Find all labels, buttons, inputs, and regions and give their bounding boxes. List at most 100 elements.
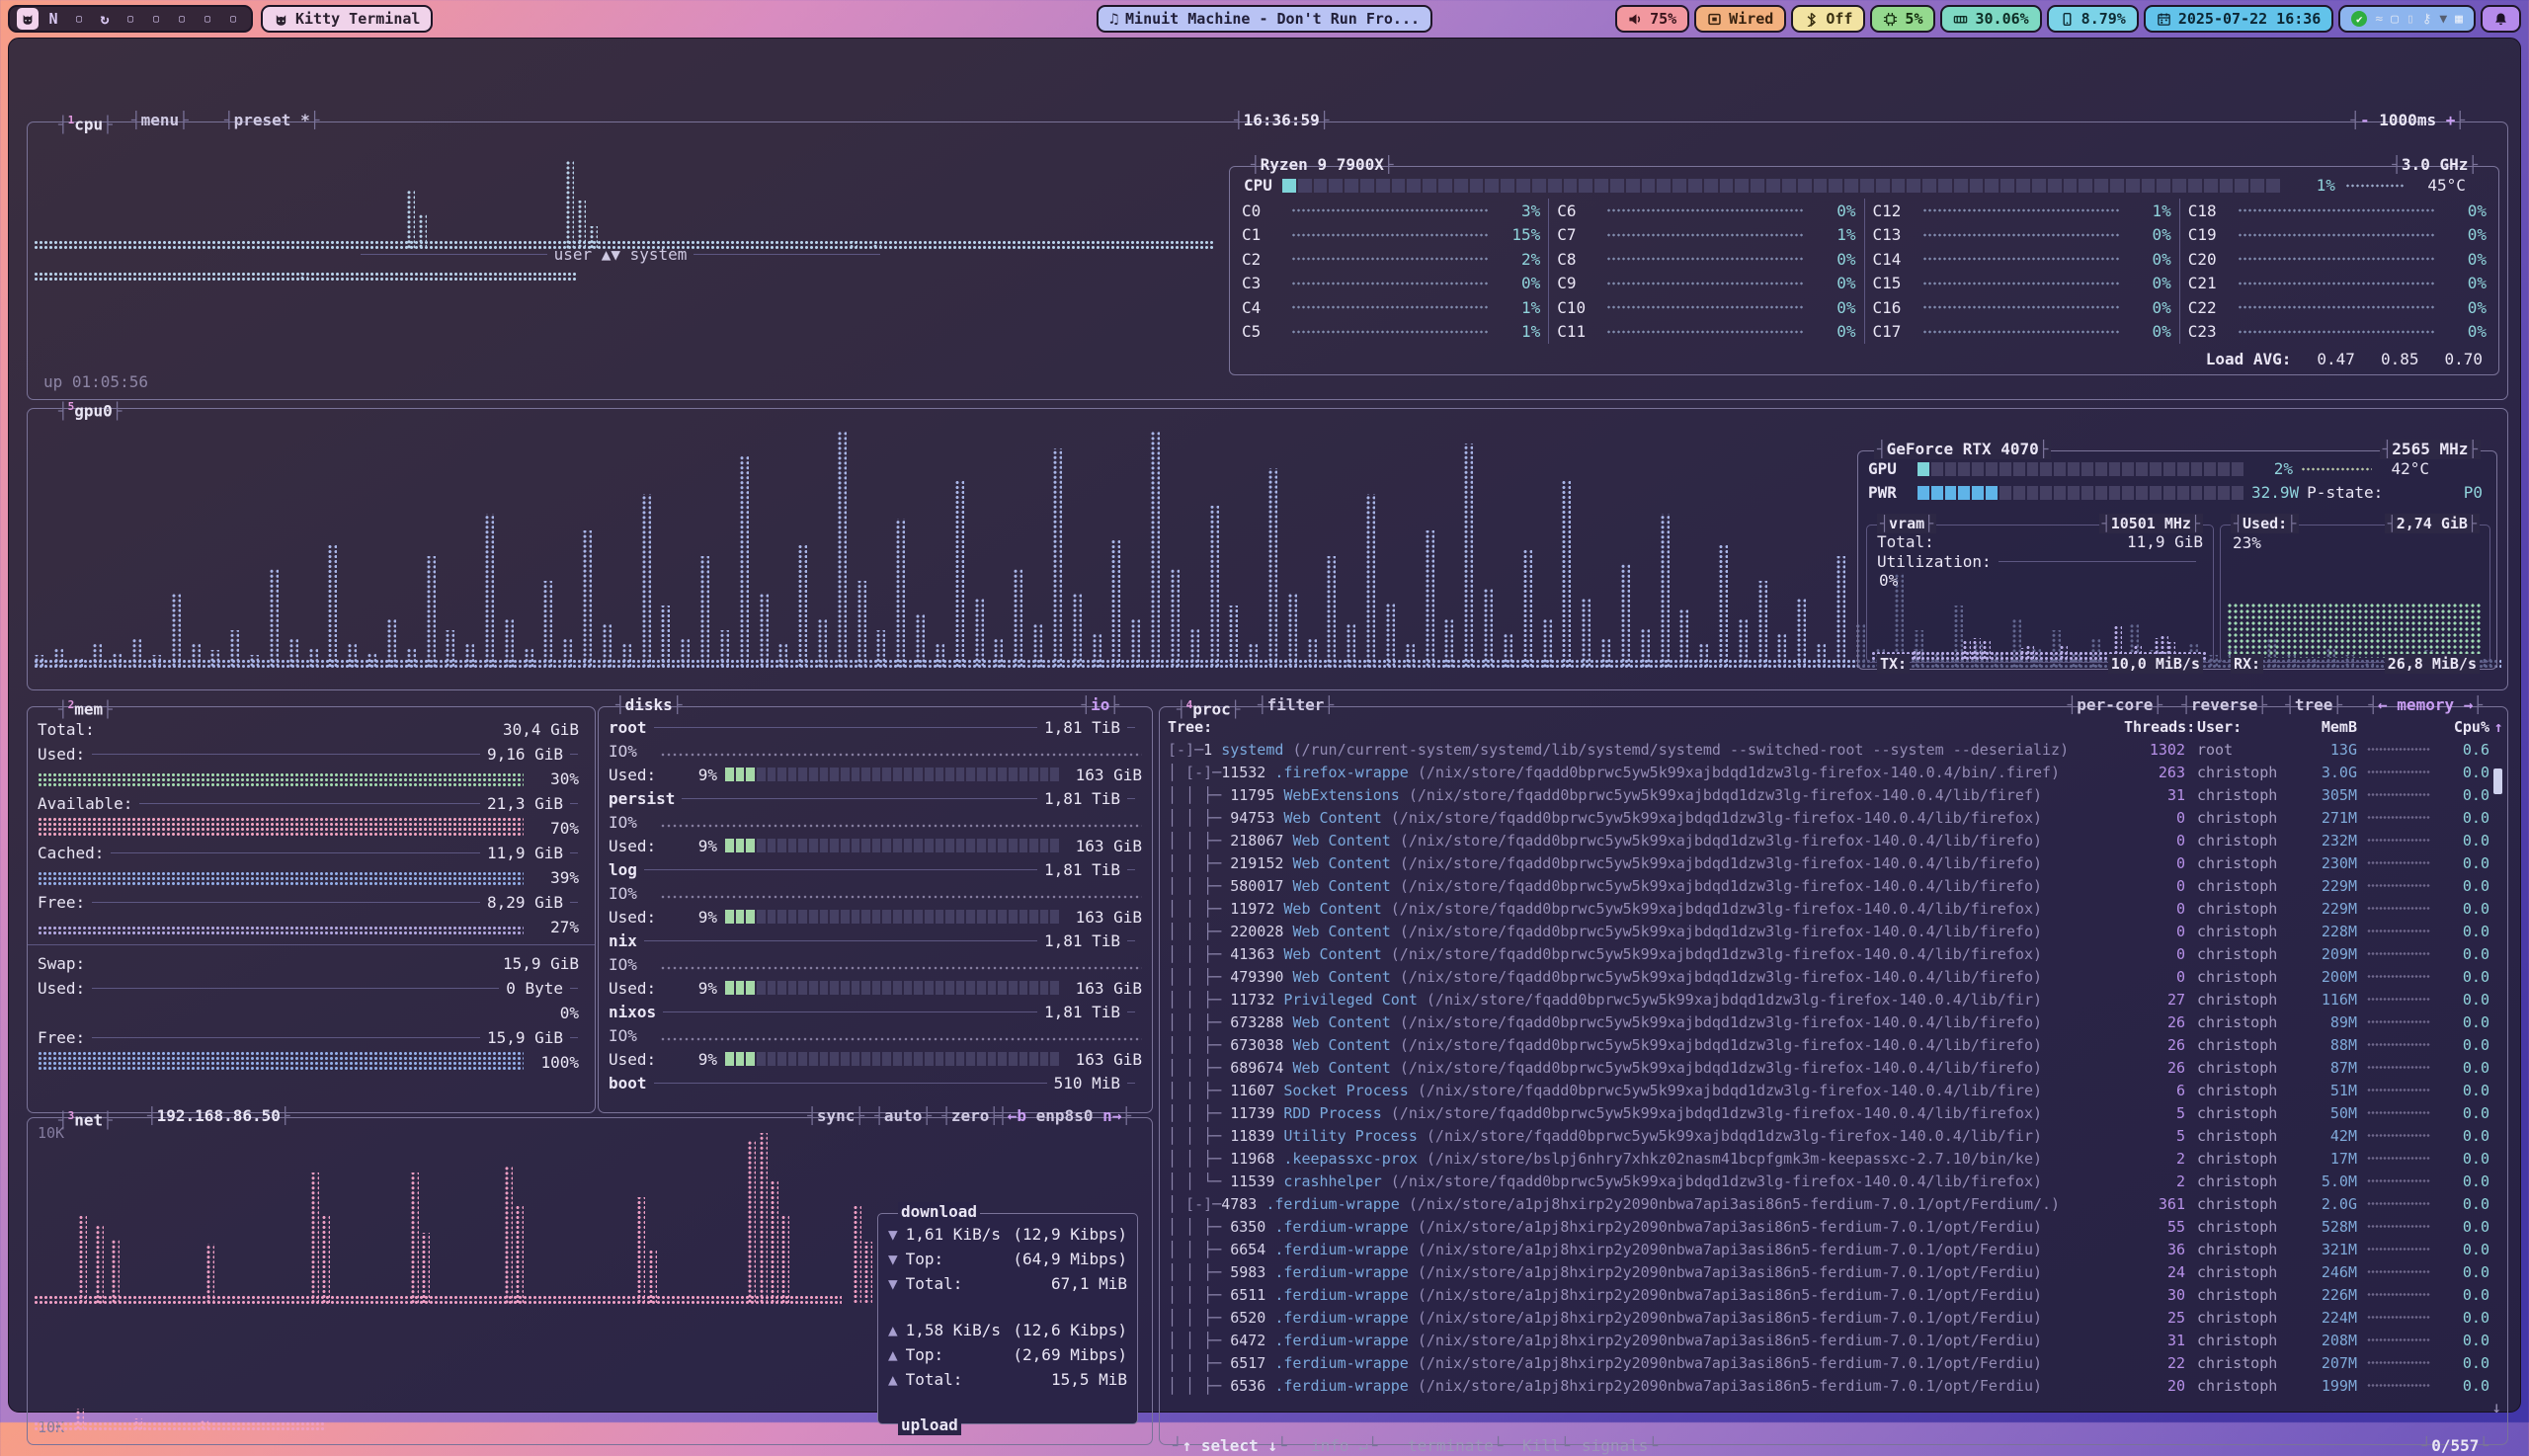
system-tray[interactable]: ✔ ≈ ▢ ▯ ⚷ ▼ ▦ [2338, 5, 2476, 33]
download-row-0: ▼1,61 KiB/s(12,9 Kibps) [878, 1222, 1137, 1247]
triangle-down-tray-icon[interactable]: ▼ [2439, 13, 2447, 26]
terminate-button[interactable]: terminate└ [1405, 1436, 1506, 1456]
wave-tray-icon[interactable]: ≈ [2375, 13, 2383, 26]
auto-button[interactable]: ┤auto├ [871, 1106, 935, 1126]
status-bar: N▢↻▢▢▢▢▢ Kitty Terminal ♫ Minuit Machine… [8, 3, 2521, 35]
vram-total-label: Total: [1877, 532, 1934, 551]
workspace-6-square-icon[interactable]: ▢ [145, 8, 167, 30]
disk-module[interactable]: 8.79% [2047, 5, 2139, 33]
process-row-pid-673288[interactable]: │ │ ├─ 673288 Web Content (/nix/store/fq… [1160, 1011, 2507, 1033]
key-tray-icon[interactable]: ⚷ [2422, 13, 2432, 26]
process-row-pid-11968[interactable]: │ │ ├─ 11968 .keepassxc-prox (/nix/store… [1160, 1147, 2507, 1170]
filter-button[interactable]: ┤filter├ [1255, 695, 1337, 715]
phone-small-tray-icon[interactable]: ▯ [2407, 13, 2414, 26]
workspace-switcher[interactable]: N▢↻▢▢▢▢▢ [8, 5, 253, 33]
clock: ┤16:36:59├ [1231, 111, 1332, 130]
workspace-5-square-icon[interactable]: ▢ [120, 8, 141, 30]
process-row-pid-6472[interactable]: │ │ ├─ 6472 .ferdium-wrappe (/nix/store/… [1160, 1329, 2507, 1351]
interface-switcher[interactable]: ┤←b enp8s0 n→├ [995, 1106, 1134, 1126]
process-row-pid-4783[interactable]: │ [-]─4783 .ferdium-wrappe (/nix/store/a… [1160, 1192, 2507, 1215]
workspace-4-swirl-icon[interactable]: ↻ [94, 8, 116, 30]
vram-used-value: ┤2,74 GiB├ [2385, 514, 2480, 533]
workspace-7-square-icon[interactable]: ▢ [171, 8, 193, 30]
cpu-graph-divider: user ▲▼ system [344, 245, 897, 264]
reverse-button[interactable]: ┤reverse├ [2178, 695, 2270, 715]
signals-button[interactable]: signals└ [1579, 1436, 1661, 1456]
network-module[interactable]: Wired [1694, 5, 1786, 33]
process-row-pid-11732[interactable]: │ │ ├─ 11732 Privileged Cont (/nix/store… [1160, 988, 2507, 1011]
process-row-pid-6536[interactable]: │ │ ├─ 6536 .ferdium-wrappe (/nix/store/… [1160, 1374, 2507, 1397]
workspace-9-square-icon[interactable]: ▢ [222, 8, 244, 30]
zero-button[interactable]: ┤zero├ [938, 1106, 1002, 1126]
mem-usage-graph: 70% [28, 816, 595, 841]
process-row-pid-41363[interactable]: │ │ ├─ 41363 Web Content (/nix/store/fqa… [1160, 942, 2507, 965]
workspace-1-cat-icon[interactable] [17, 8, 39, 30]
scroll-up-indicator[interactable]: ↑ [2489, 718, 2507, 736]
process-row-pid-479390[interactable]: │ │ ├─ 479390 Web Content (/nix/store/fq… [1160, 965, 2507, 988]
process-row-pid-11839[interactable]: │ │ ├─ 11839 Utility Process (/nix/store… [1160, 1124, 2507, 1147]
bell-icon [2493, 12, 2508, 27]
process-row-pid-6520[interactable]: │ │ ├─ 6520 .ferdium-wrappe (/nix/store/… [1160, 1306, 2507, 1329]
process-row-pid-673038[interactable]: │ │ ├─ 673038 Web Content (/nix/store/fq… [1160, 1033, 2507, 1056]
process-row-pid-219152[interactable]: │ │ ├─ 219152 Web Content (/nix/store/fq… [1160, 851, 2507, 874]
scrollbar-thumb[interactable] [2493, 768, 2502, 794]
window-tray-icon[interactable]: ▢ [2391, 13, 2399, 26]
process-row-pid-220028[interactable]: │ │ ├─ 220028 Web Content (/nix/store/fq… [1160, 920, 2507, 942]
process-row-pid-6654[interactable]: │ │ ├─ 6654 .ferdium-wrappe (/nix/store/… [1160, 1238, 2507, 1260]
sort-column-switcher[interactable]: ┤← memory →├ [2365, 695, 2486, 715]
process-row-pid-11795[interactable]: │ │ ├─ 11795 WebExtensions (/nix/store/f… [1160, 783, 2507, 806]
music-title: Minuit Machine - Don't Run Fro... [1125, 10, 1420, 28]
io-mode-button[interactable]: ┤io├ [1078, 695, 1122, 715]
workspace-3-square-icon[interactable]: ▢ [68, 8, 90, 30]
process-box-title: ┤4proc├ [1174, 695, 1243, 719]
process-row-pid-11532[interactable]: │ [-]─11532 .firefox-wrappe (/nix/store/… [1160, 761, 2507, 783]
process-row-pid-580017[interactable]: │ │ ├─ 580017 Web Content (/nix/store/fq… [1160, 874, 2507, 897]
keyboard-tray-icon[interactable]: ▦ [2455, 13, 2463, 26]
process-row-pid-11739[interactable]: │ │ ├─ 11739 RDD Process (/nix/store/fqa… [1160, 1101, 2507, 1124]
update-interval-control[interactable]: ┤- 1000ms +├ [2347, 111, 2468, 130]
process-row-pid-11539[interactable]: │ │ └─ 11539 crashhelper (/nix/store/fqa… [1160, 1170, 2507, 1192]
process-row-pid-689674[interactable]: │ │ ├─ 689674 Web Content (/nix/store/fq… [1160, 1056, 2507, 1079]
process-row-pid-94753[interactable]: │ │ ├─ 94753 Web Content (/nix/store/fqa… [1160, 806, 2507, 829]
mem-divider [28, 944, 595, 945]
sync-button[interactable]: ┤sync├ [804, 1106, 867, 1126]
window-title-pill[interactable]: Kitty Terminal [261, 5, 433, 33]
workspace-8-square-icon[interactable]: ▢ [197, 8, 218, 30]
music-player-pill[interactable]: ♫ Minuit Machine - Don't Run Fro... [1097, 5, 1432, 33]
kill-button[interactable]: Kill└ [1519, 1436, 1573, 1456]
memory-module[interactable]: 30.06% [1940, 5, 2041, 33]
ethernet-icon [1707, 12, 1722, 27]
preset-button[interactable]: ┤preset *├ [221, 111, 322, 130]
tree-button[interactable]: ┤tree├ [2282, 695, 2345, 715]
menu-button[interactable]: ┤menu├ [128, 111, 192, 130]
process-row-pid-6517[interactable]: │ │ ├─ 6517 .ferdium-wrappe (/nix/store/… [1160, 1351, 2507, 1374]
process-row-pid-6511[interactable]: │ │ ├─ 6511 .ferdium-wrappe (/nix/store/… [1160, 1283, 2507, 1306]
process-row-pid-11972[interactable]: │ │ ├─ 11972 Web Content (/nix/store/fqa… [1160, 897, 2507, 920]
process-row-pid-218067[interactable]: │ │ ├─ 218067 Web Content (/nix/store/fq… [1160, 829, 2507, 851]
info-button[interactable]: info ↵└ [1308, 1436, 1380, 1456]
kitty-terminal-window: ┤1cpu├ ┤menu├ ┤preset *├ ┤16:36:59├ ┤- 1… [8, 38, 2521, 1413]
gpu-usage-pct: 2% [2251, 459, 2293, 478]
per-core-button[interactable]: ┤per-core├ [2065, 695, 2165, 715]
process-row-pid-6350[interactable]: │ │ ├─ 6350 .ferdium-wrappe (/nix/store/… [1160, 1215, 2507, 1238]
process-row-pid-11607[interactable]: │ │ ├─ 11607 Socket Process (/nix/store/… [1160, 1079, 2507, 1101]
workspace-2-neovim-icon[interactable]: N [42, 8, 64, 30]
mem-row-cached: Cached:11,9 GiB [28, 841, 595, 865]
bluetooth-module[interactable]: Off [1791, 5, 1865, 33]
process-row-pid-5983[interactable]: │ │ ├─ 5983 .ferdium-wrappe (/nix/store/… [1160, 1260, 2507, 1283]
notifications-module[interactable] [2481, 5, 2521, 33]
select-control[interactable]: ┘↑ select ↓└ [1170, 1436, 1290, 1456]
cpu-module[interactable]: 5% [1870, 5, 1935, 33]
check-circle-tray-icon[interactable]: ✔ [2351, 11, 2367, 27]
scroll-down-indicator[interactable]: ↓ [2491, 1398, 2501, 1416]
process-row-pid-1[interactable]: [-]─1 systemd (/run/current-system/syste… [1160, 738, 2507, 761]
volume-module[interactable]: 75% [1615, 5, 1689, 33]
clock-module[interactable]: 2025-07-22 16:36 [2144, 5, 2334, 33]
disks-box-title: ┤disks├ [612, 695, 685, 715]
upload-row-2: ▲Total:15,5 MiB [878, 1367, 1137, 1392]
